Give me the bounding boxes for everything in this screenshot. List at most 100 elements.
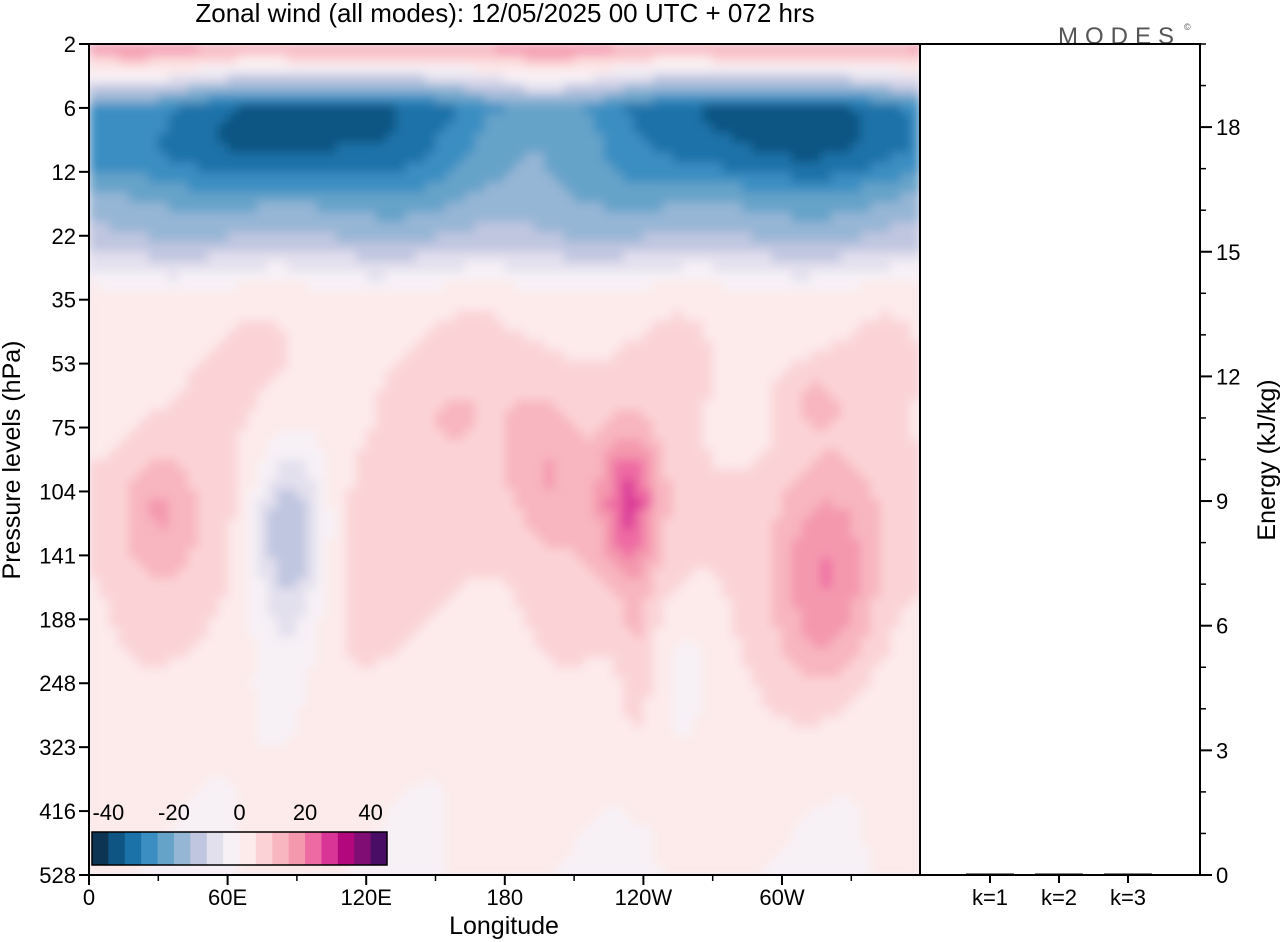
heatmap-cell xyxy=(187,370,199,381)
heatmap-cell xyxy=(524,222,535,233)
heatmap-cell xyxy=(356,578,367,589)
heatmap-cell xyxy=(89,63,100,75)
heatmap-cell xyxy=(138,499,149,510)
heatmap-cell xyxy=(504,182,515,193)
heatmap-cell xyxy=(375,83,387,95)
heatmap-cell xyxy=(524,182,535,193)
heatmap-cell xyxy=(178,251,189,263)
heatmap-cell xyxy=(207,212,219,223)
heatmap-cell xyxy=(692,301,703,312)
heatmap-cell xyxy=(405,370,417,381)
heatmap-cell xyxy=(474,489,486,500)
heatmap-cell xyxy=(791,340,802,352)
heatmap-cell xyxy=(791,261,802,273)
heatmap-cell xyxy=(267,350,278,362)
heatmap-cell xyxy=(425,162,436,174)
heatmap-cell xyxy=(474,311,486,322)
heatmap-cell xyxy=(296,518,308,530)
heatmap-cell xyxy=(880,528,891,540)
heatmap-cell xyxy=(643,449,654,461)
heatmap-cell xyxy=(613,370,624,381)
heatmap-cell xyxy=(860,321,872,332)
heatmap-cell xyxy=(593,93,605,104)
heatmap-cell xyxy=(830,63,842,75)
heatmap-cell xyxy=(890,113,901,124)
heatmap-cell xyxy=(682,93,694,104)
heatmap-cell xyxy=(534,340,545,352)
heatmap-cell xyxy=(741,439,753,451)
heatmap-cell xyxy=(563,340,575,352)
heatmap-cell xyxy=(751,63,763,75)
heatmap-cell xyxy=(732,588,743,599)
heatmap-cell xyxy=(187,419,199,431)
heatmap-cell xyxy=(524,192,535,203)
heatmap-cell xyxy=(464,410,476,421)
heatmap-cell xyxy=(504,281,515,292)
heatmap-cell xyxy=(534,479,545,490)
heatmap-cell xyxy=(138,321,149,332)
heatmap-cell xyxy=(425,538,436,550)
heatmap-cell xyxy=(722,528,733,540)
heatmap-cell xyxy=(890,103,901,114)
heatmap-cell xyxy=(840,172,852,184)
heatmap-cell xyxy=(98,133,110,144)
heatmap-cell xyxy=(544,459,555,470)
heatmap-cell xyxy=(662,350,674,362)
heatmap-cell xyxy=(672,410,684,421)
heatmap-cell xyxy=(257,518,268,530)
heatmap-cell xyxy=(771,528,783,540)
heatmap-cell xyxy=(791,419,802,431)
heatmap-cell xyxy=(692,607,703,619)
heatmap-cell xyxy=(247,133,258,144)
heatmap-cell xyxy=(306,301,318,312)
heatmap-cell xyxy=(821,222,832,233)
heatmap-cell xyxy=(821,598,832,609)
heatmap-cell xyxy=(662,410,674,421)
heatmap-cell xyxy=(712,449,723,461)
heatmap-cell xyxy=(553,439,565,451)
heatmap-cell xyxy=(306,588,318,599)
heatmap-cell xyxy=(553,617,565,629)
heatmap-cell xyxy=(435,469,446,480)
heatmap-cell xyxy=(860,93,872,104)
heatmap-cell xyxy=(643,301,654,312)
heatmap-cell xyxy=(98,429,110,441)
heatmap-cell xyxy=(603,370,614,381)
heatmap-cell xyxy=(702,133,713,144)
heatmap-cell xyxy=(643,291,654,302)
heatmap-cell xyxy=(623,271,634,283)
heatmap-cell xyxy=(197,528,209,540)
heatmap-cell xyxy=(880,231,891,243)
heatmap-cell xyxy=(672,291,684,302)
heatmap-cell xyxy=(741,479,753,490)
heatmap-cell xyxy=(553,548,565,560)
heatmap-cell xyxy=(128,370,140,381)
heatmap-cell xyxy=(89,360,100,372)
heatmap-cell xyxy=(811,241,822,253)
heatmap-cell xyxy=(761,53,773,65)
heatmap-cell xyxy=(168,113,179,124)
heatmap-cell xyxy=(811,538,822,550)
heatmap-cell xyxy=(326,212,337,223)
heatmap-cell xyxy=(573,152,585,164)
heatmap-cell xyxy=(484,202,496,213)
heatmap-cell xyxy=(375,360,387,372)
heatmap-cell xyxy=(544,617,555,629)
heatmap-cell xyxy=(435,142,446,154)
heatmap-cell xyxy=(672,330,684,342)
heatmap-cell xyxy=(524,251,535,263)
heatmap-cell xyxy=(633,598,644,609)
heatmap-cell xyxy=(346,617,357,629)
heatmap-cell xyxy=(375,380,387,391)
heatmap-cell xyxy=(573,489,585,500)
heatmap-cell xyxy=(593,73,605,85)
heatmap-cell xyxy=(840,449,852,461)
heatmap-cell xyxy=(98,439,110,451)
heatmap-cell xyxy=(286,578,298,589)
heatmap-cell xyxy=(494,380,506,391)
heatmap-cell xyxy=(732,311,743,322)
heatmap-cell xyxy=(534,231,545,243)
heatmap-cell xyxy=(168,627,179,639)
heatmap-cell xyxy=(158,93,169,104)
heatmap-cell xyxy=(692,103,703,114)
